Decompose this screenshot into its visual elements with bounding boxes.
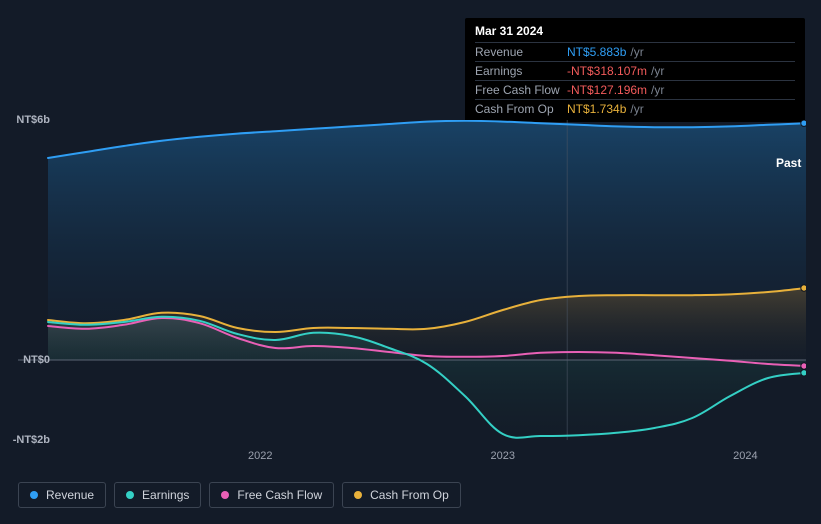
y-axis-label: -NT$2b — [13, 434, 50, 446]
x-axis-label: 2022 — [248, 450, 272, 462]
tooltip-suffix: /yr — [651, 64, 664, 78]
tooltip-row: Free Cash Flow-NT$127.196m /yr — [475, 80, 795, 99]
tooltip-metric-value: NT$1.734b — [567, 102, 626, 116]
legend-label: Revenue — [46, 488, 94, 502]
tooltip-suffix: /yr — [630, 102, 643, 116]
tooltip-metric-value: -NT$127.196m — [567, 83, 647, 97]
y-axis-label: NT$6b — [16, 114, 50, 126]
tooltip-metric-value: -NT$318.107m — [567, 64, 647, 78]
legend-swatch-icon — [126, 491, 134, 499]
chart-plot — [18, 120, 806, 440]
legend-item-freecashflow[interactable]: Free Cash Flow — [209, 482, 334, 508]
legend-item-earnings[interactable]: Earnings — [114, 482, 201, 508]
tooltip-row: Cash From OpNT$1.734b /yr — [475, 99, 795, 118]
tooltip-metric-label: Revenue — [475, 45, 567, 59]
legend-swatch-icon — [354, 491, 362, 499]
legend-label: Earnings — [142, 488, 189, 502]
data-tooltip: Mar 31 2024 RevenueNT$5.883b /yrEarnings… — [465, 18, 805, 122]
x-axis-labels: 2022 2023 2024 — [18, 450, 806, 470]
x-axis-label: 2023 — [491, 450, 515, 462]
x-axis-label: 2024 — [733, 450, 757, 462]
tooltip-suffix: /yr — [651, 83, 664, 97]
legend-item-cashfromop[interactable]: Cash From Op — [342, 482, 461, 508]
tooltip-row: Earnings-NT$318.107m /yr — [475, 61, 795, 80]
past-label: Past — [776, 156, 801, 170]
tooltip-suffix: /yr — [630, 45, 643, 59]
tooltip-metric-value: NT$5.883b — [567, 45, 626, 59]
legend-swatch-icon — [30, 491, 38, 499]
chart-legend: Revenue Earnings Free Cash Flow Cash From O… — [18, 482, 461, 508]
tooltip-date: Mar 31 2024 — [475, 24, 795, 42]
financials-chart[interactable]: NT$6bNT$0-NT$2b Past — [18, 120, 806, 460]
tooltip-metric-label: Earnings — [475, 64, 567, 78]
tooltip-metric-label: Free Cash Flow — [475, 83, 567, 97]
tooltip-row: RevenueNT$5.883b /yr — [475, 42, 795, 61]
legend-item-revenue[interactable]: Revenue — [18, 482, 106, 508]
legend-label: Free Cash Flow — [237, 488, 322, 502]
legend-swatch-icon — [221, 491, 229, 499]
y-axis-label: NT$0 — [23, 354, 50, 366]
tooltip-metric-label: Cash From Op — [475, 102, 567, 116]
legend-label: Cash From Op — [370, 488, 449, 502]
